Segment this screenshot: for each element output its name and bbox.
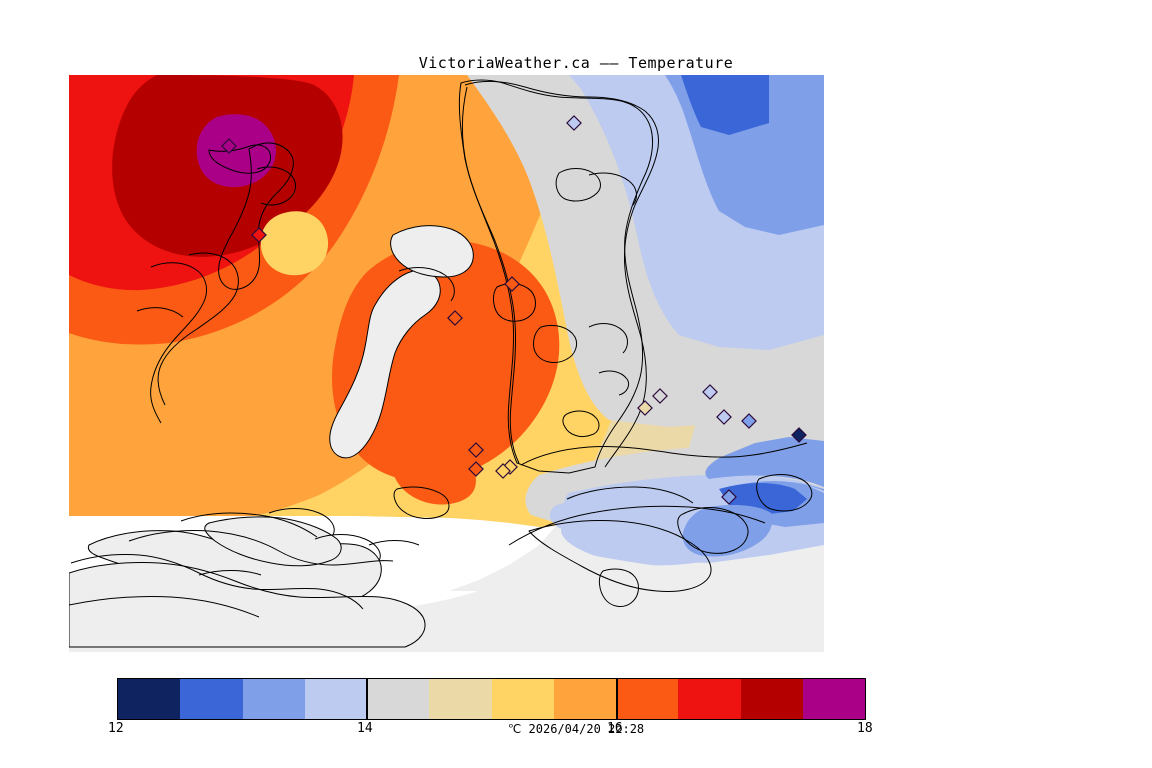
colorbar-swatch[interactable] — [367, 679, 430, 719]
station-marker[interactable] — [652, 388, 668, 404]
station-marker[interactable] — [702, 384, 718, 400]
colorbar-tick — [616, 678, 618, 720]
station-marker[interactable] — [791, 427, 807, 443]
colorbar-label-max: 18 — [857, 721, 873, 736]
temperature-map[interactable] — [69, 75, 824, 652]
colorbar-swatch[interactable] — [242, 679, 305, 719]
station-marker[interactable] — [447, 310, 463, 326]
colorbar-swatch[interactable] — [180, 679, 243, 719]
colorbar-label-min: 12 — [108, 721, 124, 736]
station-markers[interactable] — [221, 115, 807, 505]
colorbar-swatch[interactable] — [491, 679, 554, 719]
station-marker[interactable] — [468, 461, 484, 477]
contour-band — [705, 437, 824, 487]
contour-band — [260, 211, 329, 276]
landmasses — [69, 79, 654, 648]
station-marker[interactable] — [221, 138, 237, 154]
station-marker[interactable] — [637, 400, 653, 416]
station-marker[interactable] — [741, 413, 757, 429]
colorbar-swatch[interactable] — [553, 679, 616, 719]
colorbar-swatches[interactable] — [117, 678, 866, 720]
station-marker[interactable] — [495, 463, 511, 479]
colorbar-swatch[interactable] — [304, 679, 367, 719]
colorbar[interactable]: 12 14 16 18 — [108, 678, 873, 736]
station-marker[interactable] — [716, 409, 732, 425]
colorbar-swatch[interactable] — [429, 679, 492, 719]
colorbar-swatch[interactable] — [802, 679, 865, 719]
colorbar-label-mid2: 16 — [607, 721, 623, 736]
station-marker[interactable] — [251, 227, 267, 243]
colorbar-label-mid1: 14 — [357, 721, 373, 736]
page-title: VictoriaWeather.ca —— Temperature — [418, 54, 734, 72]
station-marker[interactable] — [468, 442, 484, 458]
colorbar-footer: ℃ 2026/04/20 22:28 — [507, 722, 645, 736]
colorbar-swatch[interactable] — [678, 679, 741, 719]
colorbar-swatch[interactable] — [118, 679, 181, 719]
contour-band — [196, 114, 276, 188]
coastlines — [69, 80, 813, 618]
station-marker[interactable] — [566, 115, 582, 131]
contour-band — [589, 75, 769, 135]
colorbar-swatch[interactable] — [740, 679, 803, 719]
station-marker[interactable] — [504, 276, 520, 292]
colorbar-tick — [366, 678, 368, 720]
station-marker[interactable] — [721, 489, 737, 505]
map-canvas[interactable] — [69, 75, 824, 652]
colorbar-swatch[interactable] — [616, 679, 679, 719]
